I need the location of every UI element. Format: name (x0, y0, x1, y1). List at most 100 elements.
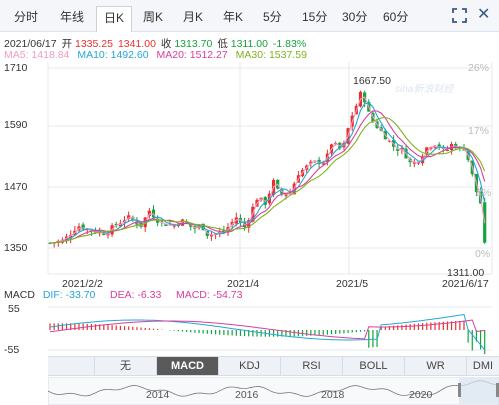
macd-y-tick-top: 55 (8, 303, 20, 315)
nav-year-2016: 2016 (235, 389, 259, 401)
tab-15min[interactable]: 15分 (302, 10, 328, 24)
indicator-dmi[interactable]: DMI (466, 357, 499, 375)
x-axis-labels: 2021/2/2 2021/4 2021/5 2021/6/17 (62, 278, 489, 288)
candle-body (396, 148, 400, 151)
candle-body (114, 223, 118, 226)
tab-5min[interactable]: 5分 (263, 10, 282, 24)
indicator-wr[interactable]: WR (404, 357, 466, 375)
navigator-history-line (48, 380, 499, 397)
tab-year-line[interactable]: 年线 (60, 10, 85, 24)
tab-60min[interactable]: 60分 (383, 10, 409, 24)
indicator-tab-bar: 无 MACD KDJ RSI BOLL WR DMI (48, 356, 499, 376)
ma10-value: 1492.60 (110, 49, 149, 61)
open-value: 1335.25 (74, 38, 113, 50)
candlesticks (48, 90, 487, 248)
macd-label: MACD: -54.73 (175, 289, 243, 301)
candle-body (131, 217, 135, 221)
pct-tick-26: 26% (468, 62, 489, 74)
ma10-line (49, 102, 486, 244)
pct-tick-0: 0% (475, 248, 490, 260)
ma5-value: 1418.84 (31, 49, 70, 61)
navigator-selection[interactable] (459, 378, 499, 404)
nav-year-2020: 2020 (409, 389, 433, 401)
high-annotation: 1667.50 (353, 75, 391, 87)
high-value: 1341.00 (117, 38, 156, 50)
tab-yearly-k[interactable]: 年K (223, 10, 244, 24)
tab-daily-k[interactable]: 日K (96, 6, 133, 32)
pct-axis-labels: 26% 17% 8% 0% (468, 62, 491, 260)
candle-body (425, 147, 429, 155)
kline-grid (47, 62, 493, 275)
candle-body (127, 215, 131, 219)
candle-body (81, 224, 85, 230)
navigator-left-handle[interactable] (458, 383, 461, 397)
ma5-label: MA5: 1418.84 (4, 49, 70, 61)
fullscreen-icon[interactable] (452, 8, 467, 23)
ma20-value: 1512.27 (189, 49, 228, 61)
y-tick-1590: 1590 (4, 119, 28, 131)
x-date-apr: 2021/4 (227, 278, 259, 288)
macd-value: -54.73 (212, 289, 243, 301)
nav-year-2014: 2014 (146, 389, 170, 401)
ma5-line (49, 96, 486, 244)
close-label: 收 (160, 38, 172, 50)
candle-body (164, 224, 168, 226)
indicator-macd[interactable]: MACD (156, 357, 218, 375)
macd-info: MACD DIF: -33.70 DEA: -6.33 MACD: -54.73 (4, 289, 243, 301)
x-date-start: 2021/2/2 (62, 278, 103, 288)
range-navigator[interactable]: 2014 2016 2018 2020 (48, 377, 499, 405)
dif-line (49, 313, 486, 351)
low-value: 1311.00 (230, 38, 268, 50)
candle-body (437, 144, 441, 148)
indicator-none[interactable]: 无 (94, 357, 156, 375)
dif-label: DIF: -33.70 (42, 289, 96, 301)
candle-body (201, 223, 205, 231)
dea-label: DEA: -6.33 (109, 289, 162, 301)
dea-value: -6.33 (137, 289, 162, 301)
ma-lines (49, 96, 486, 244)
x-date-may: 2021/5 (336, 278, 368, 288)
macd-y-tick-bottom: -55 (4, 344, 19, 354)
y-axis-labels: 1710 1590 1470 1350 (4, 62, 28, 254)
ma20-line (49, 110, 486, 244)
ma30-line (49, 116, 486, 244)
low-annotation: 1311.00 (447, 267, 484, 279)
candle-body (445, 149, 450, 151)
ma30-value: 1537.59 (268, 49, 307, 61)
ma30-label: MA30: 1537.59 (235, 49, 307, 61)
candle-body (309, 161, 313, 164)
period-tab-bar: 分时 年线 日K 周K 月K 年K 5分 15分 30分 60分 ✕ (0, 0, 499, 32)
candle-body (64, 236, 69, 242)
close-icon[interactable]: ✕ (477, 6, 491, 23)
indicator-boll[interactable]: BOLL (342, 357, 404, 375)
ma20-label: MA20: 1512.27 (156, 49, 228, 61)
ma10-label: MA10: 1492.60 (77, 49, 149, 61)
tab-30min[interactable]: 30分 (342, 10, 368, 24)
ohlc-info: 2021/06/17 开 1335.25 1341.00 收 1313.70 低 131… (4, 36, 306, 51)
candle-body (156, 218, 160, 223)
candle-body (151, 209, 156, 218)
candle-body (48, 242, 52, 244)
quote-date: 2021/06/17 (4, 38, 57, 50)
candle-body (160, 221, 164, 223)
indicator-kdj[interactable]: KDJ (218, 357, 280, 375)
navigator-right-handle[interactable] (496, 383, 499, 397)
macd-chart[interactable]: 55 -55 (0, 288, 499, 354)
tab-weekly-k[interactable]: 周K (143, 10, 164, 24)
candle-body (93, 229, 98, 233)
tab-minute[interactable]: 分时 (14, 10, 39, 24)
dea-line (49, 319, 485, 340)
ma-info: MA5: 1418.84 MA10: 1492.60 MA20: 1512.27… (4, 49, 312, 61)
y-tick-1710: 1710 (4, 62, 28, 74)
candle-body (222, 230, 226, 233)
tab-monthly-k[interactable]: 月K (183, 10, 204, 24)
candle-body (172, 225, 176, 227)
kline-chart[interactable]: sina新浪财经 1710 1590 1470 1350 26% 17% 8% … (0, 62, 499, 288)
candle-body (180, 219, 185, 226)
change-value: -1.83% (272, 38, 307, 50)
dif-value: -33.70 (65, 289, 96, 301)
y-tick-1350: 1350 (4, 242, 28, 254)
indicator-rsi[interactable]: RSI (280, 357, 342, 375)
candle-body (147, 210, 151, 216)
macd-title: MACD (4, 289, 35, 301)
